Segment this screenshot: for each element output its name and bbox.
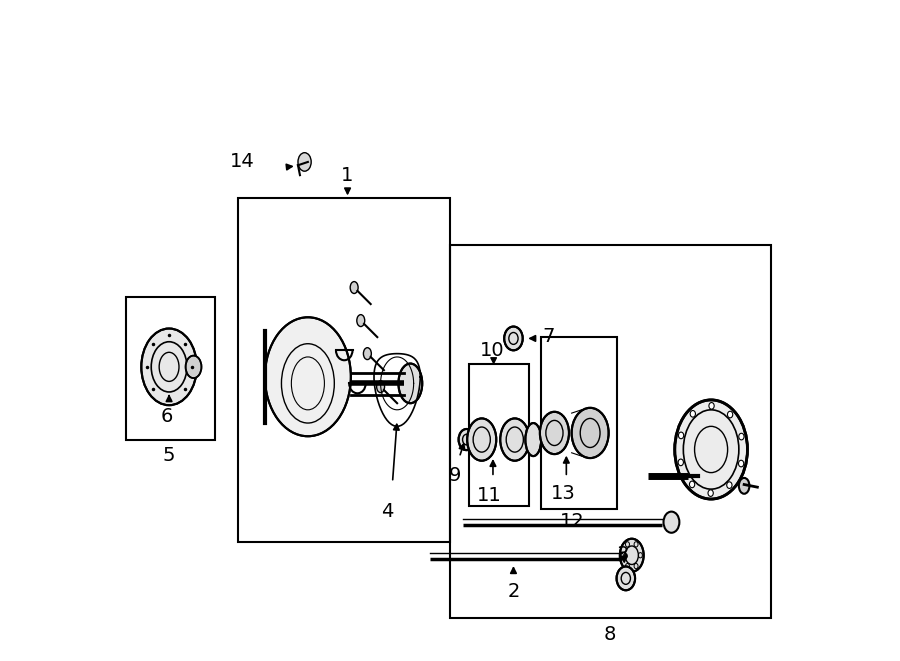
- Ellipse shape: [350, 282, 358, 293]
- Ellipse shape: [467, 418, 496, 461]
- Ellipse shape: [500, 418, 529, 461]
- Text: 3: 3: [617, 545, 629, 564]
- Ellipse shape: [504, 327, 523, 350]
- Bar: [238, 198, 450, 542]
- Text: 6: 6: [161, 407, 174, 426]
- Bar: [126, 297, 215, 440]
- Ellipse shape: [709, 403, 715, 409]
- Text: 12: 12: [560, 512, 585, 531]
- Ellipse shape: [540, 412, 569, 454]
- Ellipse shape: [663, 512, 680, 533]
- Bar: [541, 337, 617, 509]
- Ellipse shape: [708, 490, 714, 496]
- Ellipse shape: [689, 481, 695, 488]
- Text: 11: 11: [477, 486, 502, 505]
- Ellipse shape: [298, 153, 311, 171]
- Ellipse shape: [265, 317, 351, 436]
- Bar: [450, 245, 770, 618]
- Text: 8: 8: [604, 625, 617, 644]
- Ellipse shape: [739, 478, 750, 494]
- Ellipse shape: [356, 315, 365, 327]
- Text: 14: 14: [230, 153, 254, 171]
- Ellipse shape: [690, 410, 696, 417]
- Ellipse shape: [141, 329, 197, 405]
- Text: 10: 10: [480, 341, 505, 360]
- Text: 13: 13: [552, 484, 576, 503]
- Ellipse shape: [739, 433, 744, 440]
- Ellipse shape: [727, 411, 733, 418]
- Text: 2: 2: [508, 582, 519, 601]
- Ellipse shape: [526, 423, 541, 456]
- Ellipse shape: [616, 566, 635, 590]
- Ellipse shape: [726, 482, 732, 488]
- Ellipse shape: [572, 408, 608, 458]
- Ellipse shape: [675, 400, 747, 499]
- Text: 7: 7: [543, 327, 555, 346]
- Ellipse shape: [678, 459, 683, 466]
- Text: 1: 1: [341, 166, 354, 185]
- Text: 5: 5: [163, 446, 176, 465]
- Ellipse shape: [399, 364, 422, 403]
- Text: 9: 9: [449, 466, 462, 485]
- Ellipse shape: [739, 460, 743, 467]
- Ellipse shape: [620, 539, 643, 572]
- Ellipse shape: [679, 432, 684, 439]
- Ellipse shape: [364, 348, 372, 360]
- Ellipse shape: [459, 429, 474, 450]
- Ellipse shape: [185, 356, 202, 378]
- Text: 4: 4: [381, 502, 393, 522]
- Bar: [469, 364, 529, 506]
- Ellipse shape: [376, 381, 384, 393]
